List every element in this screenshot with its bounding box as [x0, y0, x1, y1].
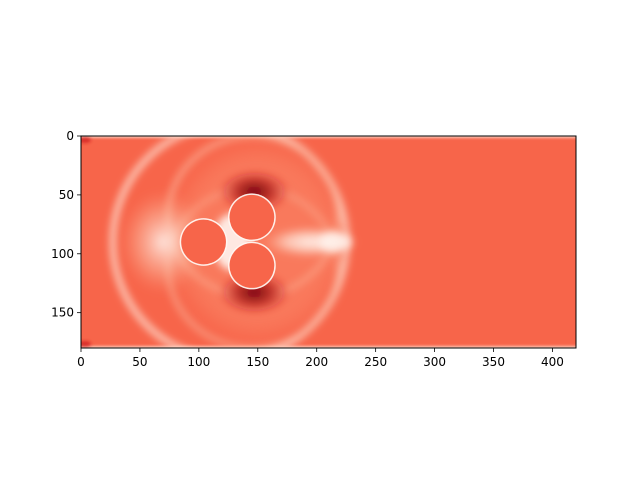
corner-artifact-top [81, 137, 91, 143]
x-tick-label: 0 [77, 355, 85, 369]
top-wall-layer [81, 136, 576, 141]
cylinder-front [181, 219, 226, 265]
wake-white-tail [317, 232, 351, 252]
x-tick-label: 200 [305, 355, 328, 369]
y-tick-label: 50 [59, 188, 74, 202]
corner-artifact-bottom [81, 341, 91, 347]
y-tick-label: 0 [66, 129, 74, 143]
plot-frame [80, 135, 577, 349]
y-tick-label: 150 [51, 306, 74, 320]
heatmap-field [81, 136, 576, 348]
obstacle-layer [179, 193, 276, 290]
x-tick-label: 300 [423, 355, 446, 369]
x-axis: 0 50 100 150 200 250 300 350 400 [77, 348, 564, 369]
x-tick-label: 100 [187, 355, 210, 369]
y-tick-label: 100 [51, 247, 74, 261]
x-tick-label: 150 [246, 355, 269, 369]
x-tick-label: 400 [541, 355, 564, 369]
upstream-light-region [118, 189, 209, 295]
halo-cluster [175, 150, 341, 334]
x-tick-label: 350 [482, 355, 505, 369]
cylinder-top [229, 194, 275, 240]
y-axis: 0 50 100 150 [51, 129, 81, 320]
bottom-wall-layer [81, 343, 576, 348]
x-tick-label: 250 [364, 355, 387, 369]
x-tick-label: 50 [132, 355, 147, 369]
cylinder-bottom [229, 243, 275, 288]
